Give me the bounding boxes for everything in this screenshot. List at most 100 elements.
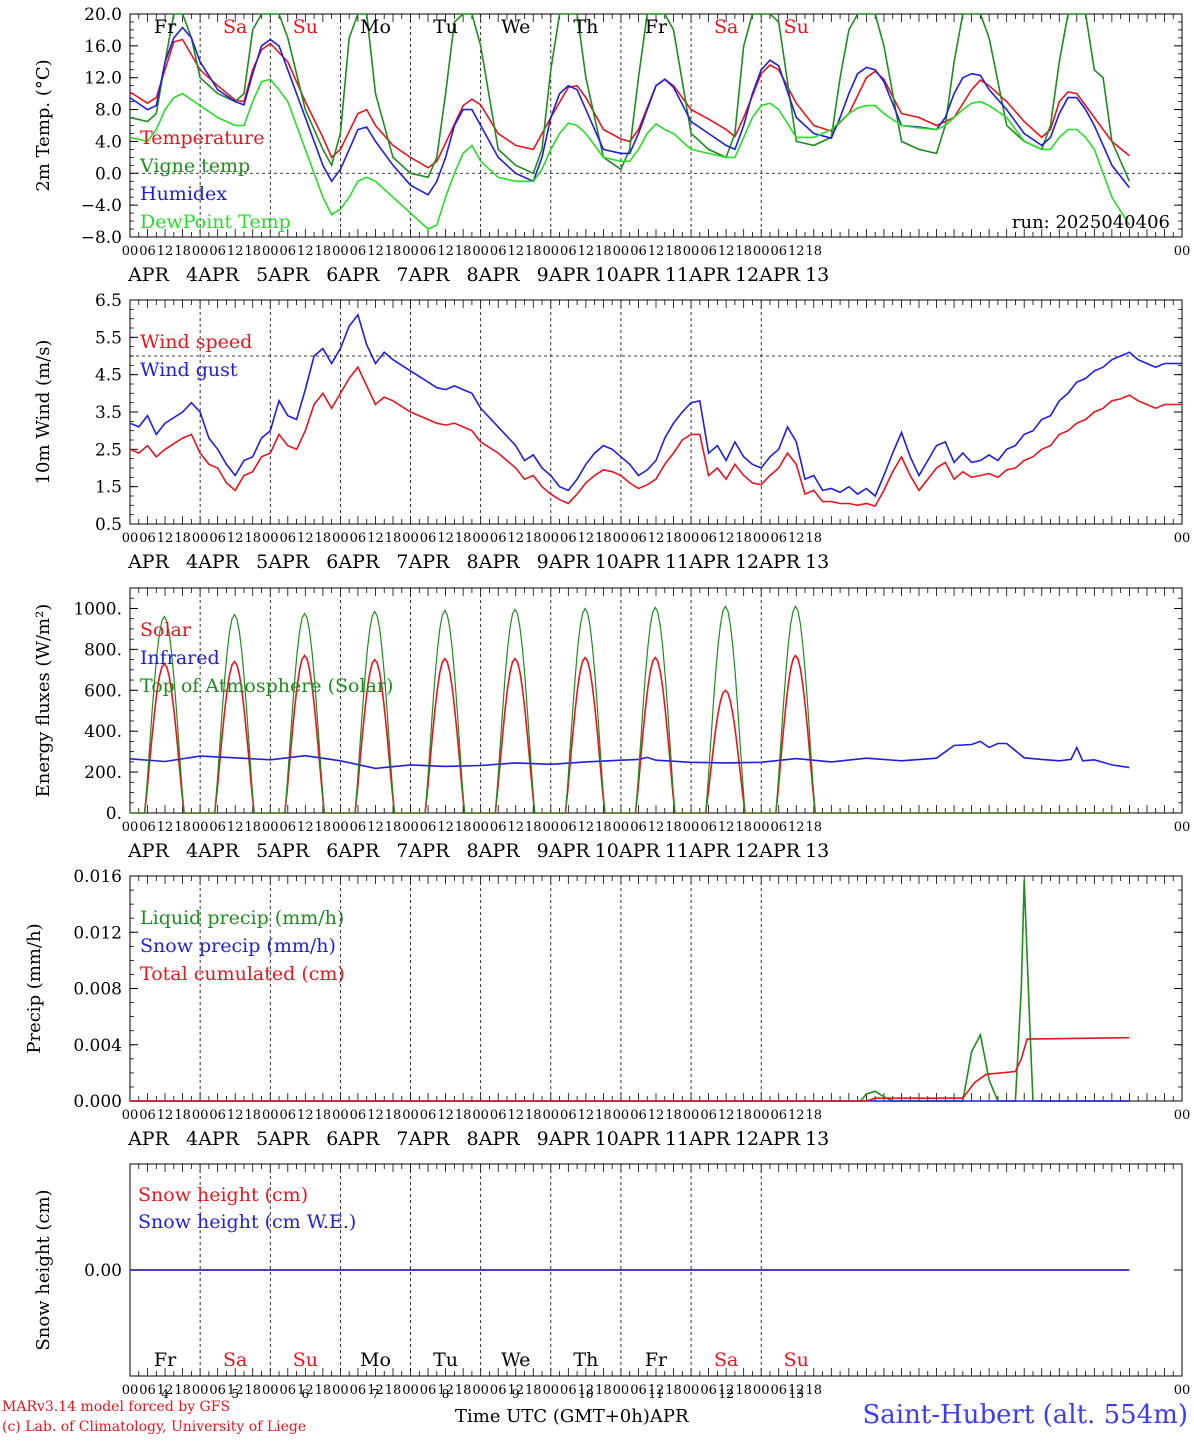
x-hour-label: 00 (192, 820, 209, 835)
x-month-label: APR (337, 1128, 380, 1150)
x-hour-label: 06 (280, 1383, 297, 1398)
weekday-label-top: Su (293, 16, 318, 38)
x-hour-label: 18 (244, 1383, 261, 1398)
x-hour-label: 12 (227, 531, 244, 546)
x-hour-label: 00 (472, 531, 489, 546)
x-month-label: APR (618, 551, 661, 573)
x-hour-label: 00 (472, 1383, 489, 1398)
x-hour-label: 18 (244, 244, 261, 259)
x-hour-label: 18 (735, 244, 752, 259)
x-date-label: 5 (256, 840, 268, 862)
legend-entry: Snow precip (mm/h) (140, 935, 336, 957)
x-month-label: APR (688, 264, 731, 286)
date-number-label: 11 (648, 1387, 663, 1401)
x-hour-label: 00 (192, 531, 209, 546)
x-month-label: APR (618, 264, 661, 286)
x-hour-label: 12 (507, 1108, 524, 1123)
x-hour-label: 00 (332, 820, 349, 835)
weekday-label-bottom: Mo (360, 1349, 391, 1371)
x-hour-label: 18 (525, 820, 542, 835)
x-hour-label: 00 (753, 820, 770, 835)
x-hour-label: 12 (157, 531, 174, 546)
x-hour-label: 12 (437, 1108, 454, 1123)
x-hour-label: 12 (367, 531, 384, 546)
y-tick-label: −8.0 (81, 228, 122, 248)
x-hour-label: 00 (262, 1383, 279, 1398)
y-tick-label: 0. (106, 804, 122, 824)
x-date-label: 11 (665, 1128, 689, 1150)
x-hour-label: 00 (122, 1108, 139, 1123)
weekday-label-bottom: Fr (645, 1349, 668, 1371)
x-hour-label: 06 (350, 1108, 367, 1123)
y-tick-label: 4.5 (95, 366, 122, 386)
x-date-label: 8 (467, 551, 479, 573)
x-date-label: 11 (665, 264, 689, 286)
x-hour-label: 00 (753, 244, 770, 259)
x-month-label: APR (267, 1128, 310, 1150)
series-line (130, 880, 1130, 1102)
x-hour-label: 12 (227, 820, 244, 835)
y-tick-label: 2.5 (95, 440, 122, 460)
x-hour-label: 06 (490, 531, 507, 546)
x-hour-label: 18 (735, 531, 752, 546)
x-date-label: 9 (537, 551, 549, 573)
x-hour-label: 06 (139, 531, 156, 546)
x-hour-label: 18 (665, 1383, 682, 1398)
x-hour-label: 06 (700, 531, 717, 546)
x-date-label: 4 (186, 551, 198, 573)
date-number-label: 8 (442, 1387, 450, 1401)
x-hour-label: 12 (718, 1108, 735, 1123)
x-hour-label: 18 (385, 244, 402, 259)
station-title: Saint-Hubert (alt. 554m) (862, 1400, 1188, 1430)
x-month-label: APR (408, 264, 451, 286)
x-hour-label: 00 (192, 1383, 209, 1398)
x-hour-label: 06 (209, 820, 226, 835)
x-hour-label: 18 (385, 1383, 402, 1398)
series-line (129, 365, 1182, 508)
x-hour-label: 12 (648, 1383, 665, 1398)
x-hour-label: 06 (350, 244, 367, 259)
x-hour-label: 06 (630, 1383, 647, 1398)
x-hour-label: 18 (315, 244, 332, 259)
x-hour-label: 12 (718, 820, 735, 835)
x-month-label: APR (618, 840, 661, 862)
series-line (130, 605, 1130, 814)
series-line (129, 313, 1182, 498)
x-hour-label: 12 (157, 820, 174, 835)
x-hour-label: 12 (788, 1108, 805, 1123)
x-date-label: 8 (467, 840, 479, 862)
series-line (129, 740, 1130, 770)
x-hour-label: 18 (385, 820, 402, 835)
panel-energy: 0. 200. 400. 600. 800. 1000. Energy fluxes (W/… (33, 587, 1190, 862)
weekday-label-bottom: Sa (223, 1349, 247, 1371)
x-hour-label: 12 (718, 531, 735, 546)
x-hour-label: 18 (665, 1108, 682, 1123)
x-month-label: APR (548, 551, 591, 573)
x-hour-label: 18 (595, 1108, 612, 1123)
x-month-label: APR (478, 551, 521, 573)
x-date-label: 4 (186, 1128, 198, 1150)
x-hour-label: 00 (1174, 244, 1191, 259)
x-hour-label: 00 (262, 1108, 279, 1123)
y-tick-label: 0.00 (84, 1261, 122, 1281)
x-hour-label: 00 (122, 531, 139, 546)
series-line (129, 78, 1131, 230)
x-hour-label: 18 (174, 244, 191, 259)
x-hour-label: 18 (525, 531, 542, 546)
y-axis-label: 10m Wind (m/s) (33, 340, 54, 485)
x-month-label: APR (408, 551, 451, 573)
x-month-label: APR (197, 840, 240, 862)
weekday-label-top: We (501, 16, 530, 38)
x-hour-label: 12 (648, 531, 665, 546)
x-hour-label: 18 (595, 531, 612, 546)
x-month-label: APR (548, 264, 591, 286)
x-hour-label: 00 (683, 1108, 700, 1123)
x-hour-label: 00 (192, 244, 209, 259)
x-hour-label: 18 (315, 1108, 332, 1123)
x-hour-label: 18 (244, 531, 261, 546)
x-hour-label: 12 (367, 820, 384, 835)
x-date-label: 9 (537, 264, 549, 286)
x-hour-label: 06 (560, 1108, 577, 1123)
